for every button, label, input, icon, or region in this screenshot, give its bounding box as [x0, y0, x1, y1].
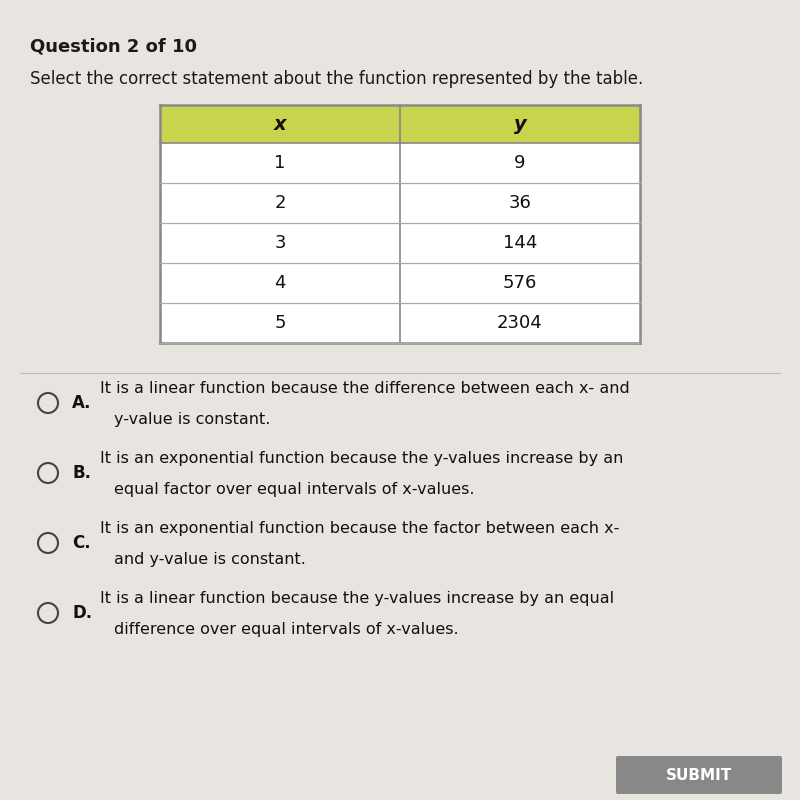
- Bar: [160, 223, 640, 263]
- Text: It is a linear function because the difference between each x- and: It is a linear function because the diff…: [100, 381, 630, 396]
- Bar: [160, 105, 640, 143]
- Text: equal factor over equal intervals of x-values.: equal factor over equal intervals of x-v…: [114, 482, 474, 497]
- Text: difference over equal intervals of x-values.: difference over equal intervals of x-val…: [114, 622, 458, 637]
- Text: SUBMIT: SUBMIT: [666, 767, 732, 782]
- Text: y: y: [514, 114, 526, 134]
- Text: A.: A.: [72, 394, 91, 412]
- Text: 2304: 2304: [497, 314, 543, 332]
- Text: It is an exponential function because the factor between each x-: It is an exponential function because th…: [100, 521, 619, 536]
- Text: 3: 3: [274, 234, 286, 252]
- Text: Select the correct statement about the function represented by the table.: Select the correct statement about the f…: [30, 70, 643, 88]
- Text: x: x: [274, 114, 286, 134]
- Text: C.: C.: [72, 534, 90, 552]
- Text: D.: D.: [72, 604, 92, 622]
- Text: 1: 1: [274, 154, 286, 172]
- Bar: [160, 143, 640, 183]
- Bar: [160, 303, 640, 343]
- Text: 2: 2: [274, 194, 286, 212]
- Text: 5: 5: [274, 314, 286, 332]
- Text: Question 2 of 10: Question 2 of 10: [30, 38, 197, 56]
- Bar: [160, 183, 640, 223]
- Text: 144: 144: [503, 234, 537, 252]
- Text: 4: 4: [274, 274, 286, 292]
- Text: It is an exponential function because the y-values increase by an: It is an exponential function because th…: [100, 451, 623, 466]
- Text: B.: B.: [72, 464, 91, 482]
- Bar: [160, 263, 640, 303]
- Text: 576: 576: [503, 274, 537, 292]
- Text: 9: 9: [514, 154, 526, 172]
- Text: y-value is constant.: y-value is constant.: [114, 412, 270, 427]
- Text: and y-value is constant.: and y-value is constant.: [114, 552, 306, 567]
- FancyBboxPatch shape: [616, 756, 782, 794]
- Text: It is a linear function because the y-values increase by an equal: It is a linear function because the y-va…: [100, 591, 614, 606]
- Text: 36: 36: [509, 194, 531, 212]
